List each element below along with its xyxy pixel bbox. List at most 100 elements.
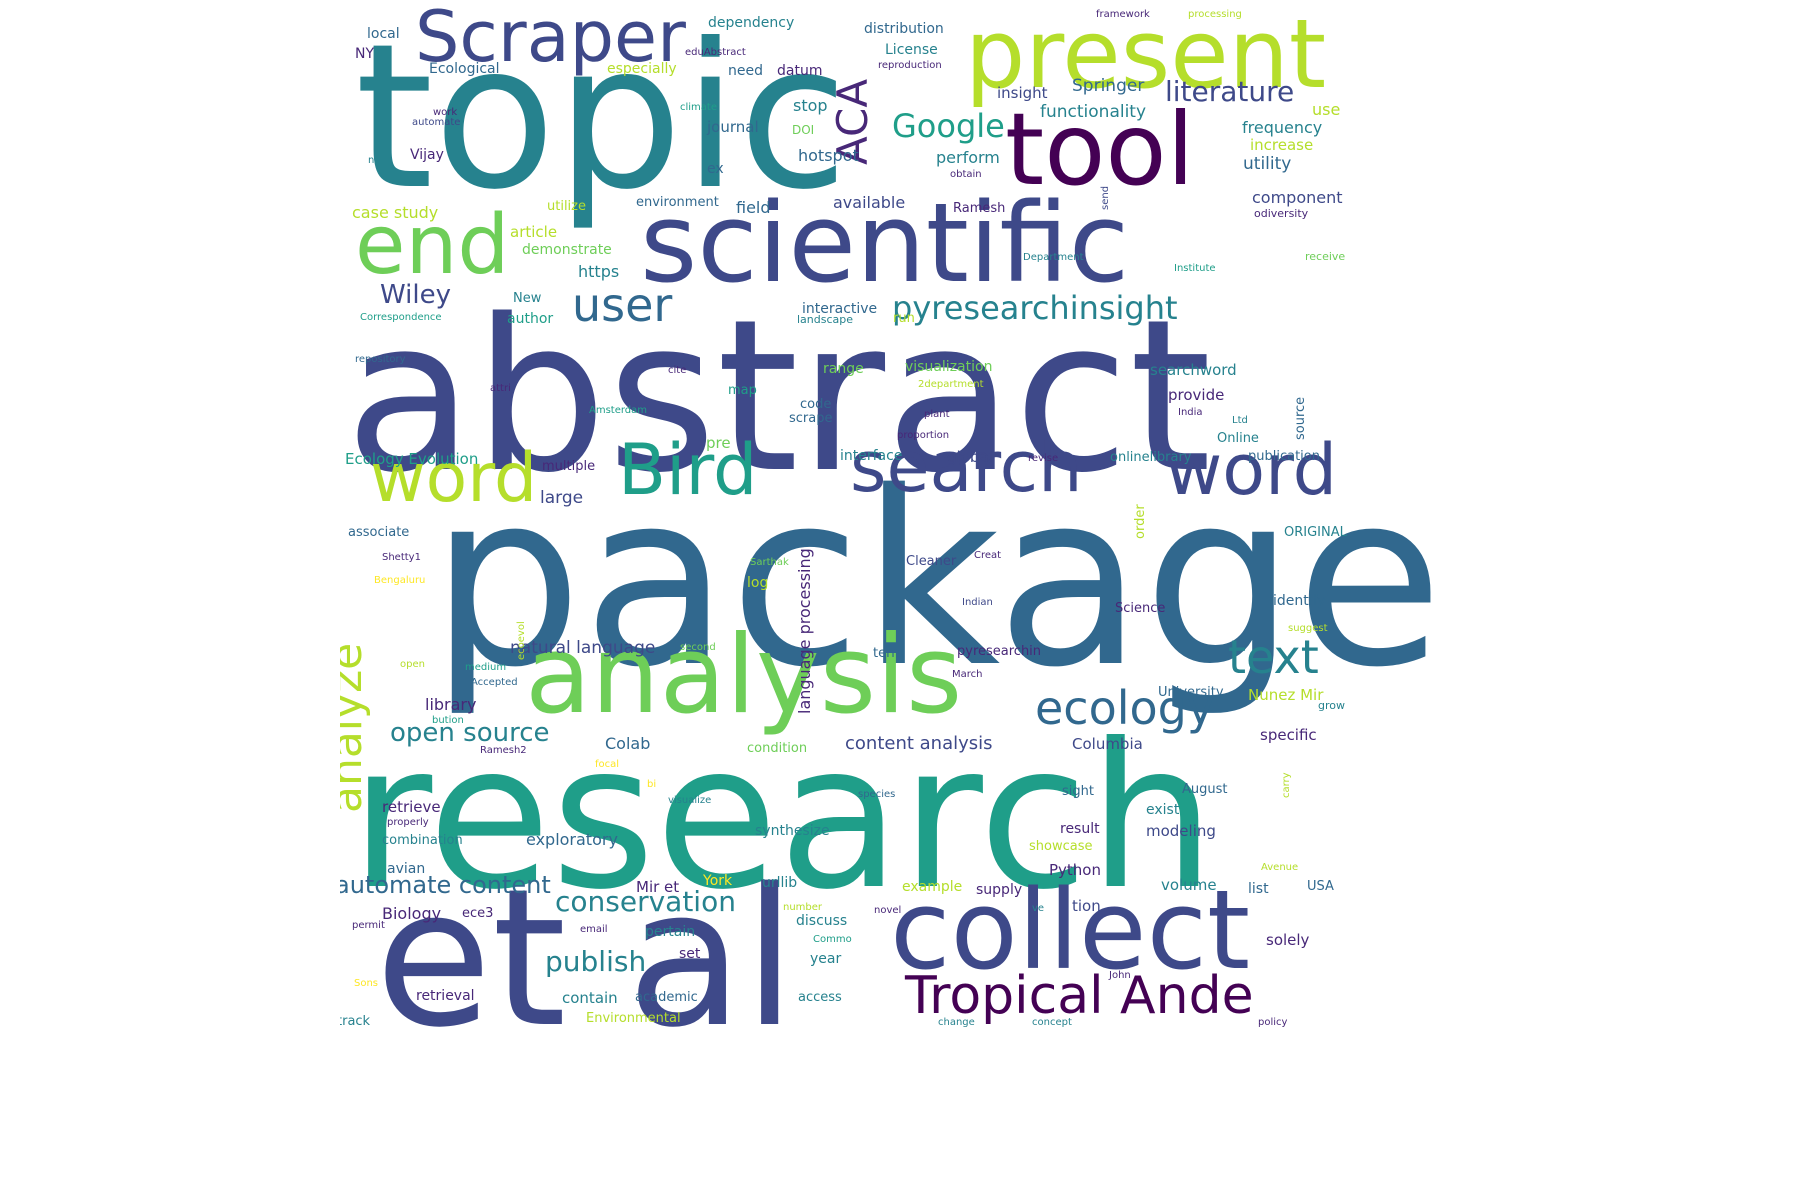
cloud-word: Ltd [1232, 415, 1248, 426]
cloud-word: scientific [640, 179, 1130, 307]
cloud-word: Python [1049, 861, 1101, 879]
cloud-word: New [513, 291, 542, 306]
cloud-word: pyresearchinsight [892, 289, 1178, 327]
cloud-word: multiple [542, 459, 596, 474]
cloud-word: order [1133, 504, 1148, 539]
cloud-word: Ramesh [953, 201, 1006, 216]
cloud-word: identify [1273, 593, 1326, 609]
cloud-word: work [433, 107, 458, 118]
cloud-word: global [947, 448, 993, 466]
cloud-word: library [425, 695, 477, 714]
cloud-word: automate [412, 117, 461, 128]
cloud-word: https [578, 262, 620, 281]
cloud-word: Institute [1174, 263, 1216, 274]
cloud-word: ece3 [462, 906, 494, 921]
cloud-word: abstract [345, 274, 1212, 519]
cloud-word: attri [490, 383, 511, 394]
cloud-word: exploratory [526, 830, 618, 849]
cloud-word: Environmental [586, 1011, 681, 1026]
cloud-word: eduAbstract [685, 47, 746, 58]
cloud-word: Accepted [471, 677, 518, 688]
cloud-word: avian [387, 861, 426, 877]
cloud-word: journal [707, 118, 759, 136]
cloud-word: send [1100, 185, 1111, 210]
cloud-word: interface [840, 448, 903, 464]
cloud-word: present [965, 0, 1327, 110]
cloud-word: insight [997, 84, 1048, 102]
cloud-word: Tropical Ande [905, 966, 1254, 1026]
cloud-word: et al [375, 848, 797, 1069]
cloud-word: bi [647, 779, 657, 790]
cloud-word: collect [890, 866, 1251, 994]
cloud-word: Nunez Mir [1248, 686, 1324, 704]
cloud-word: publication [1248, 449, 1320, 464]
cloud-word: end [355, 198, 510, 293]
cloud-word: available [833, 193, 906, 212]
cloud-word: component [1252, 188, 1343, 207]
cloud-word: onlinelibrary [1110, 450, 1192, 465]
cloud-word: Avenue [1261, 862, 1299, 873]
cloud-word: content analysis [845, 733, 993, 754]
cloud-word: August [1182, 782, 1228, 797]
cloud-word: increase [1250, 136, 1314, 154]
cloud-word: demonstrate [522, 242, 612, 258]
cloud-word: scrape [789, 411, 833, 426]
cloud-word: synthesize [755, 823, 830, 839]
word-cloud: abstract package research topic et al scienti… [340, 0, 1500, 1200]
cloud-word: Commo [813, 934, 852, 945]
cloud-word: visualize [668, 795, 712, 806]
cloud-word: York [703, 873, 733, 889]
cloud-word: Bird [618, 429, 758, 511]
cloud-word: showcase [1029, 839, 1093, 854]
cloud-word: need [728, 63, 763, 79]
cloud-word: associate [348, 525, 410, 540]
cloud-word: language processing [795, 548, 814, 714]
cloud-word: n [368, 155, 375, 166]
cloud-word: package [430, 440, 1444, 720]
cloud-word: Indian [962, 597, 993, 608]
cloud-word: email [580, 924, 608, 935]
cloud-word: NY [355, 46, 375, 62]
cloud-word: environment [636, 195, 719, 210]
cloud-word: novel [874, 905, 902, 916]
cloud-word: plant [924, 409, 950, 420]
cloud-word: Bengaluru [374, 575, 426, 586]
cloud-word: code [800, 397, 832, 412]
cloud-word: publish [545, 945, 647, 978]
cloud-word: second [680, 642, 716, 653]
cloud-word: Department [1023, 252, 1084, 263]
cloud-word: tion [1072, 897, 1101, 915]
cloud-word: datum [777, 63, 823, 79]
cloud-word: user [572, 278, 673, 332]
cloud-word: solely [1266, 931, 1310, 949]
cloud-word: USA [1307, 879, 1334, 894]
cloud-word: especially [607, 61, 677, 77]
cloud-word: combination [382, 833, 463, 848]
cloud-word: word [1165, 429, 1338, 511]
cloud-word: Correspondence [360, 312, 442, 323]
cloud-word: term [873, 646, 904, 661]
cloud-word: Shetty1 [382, 552, 421, 563]
cloud-word: provide [1168, 386, 1225, 404]
cloud-word: modeling [1146, 822, 1216, 840]
cloud-word: receive [1305, 250, 1346, 263]
cloud-word: Vijay [410, 147, 444, 163]
cloud-word: automate content [340, 871, 551, 899]
cloud-word: cite [668, 365, 687, 376]
cloud-word: track [340, 1014, 371, 1029]
cloud-word: Sarthak [750, 557, 789, 568]
cloud-word: Springer [1072, 76, 1145, 96]
cloud-word: frequency [1242, 118, 1323, 137]
cloud-word: Ecological [429, 61, 500, 77]
cloud-word: hotspot [798, 146, 859, 165]
cloud-word: case study [352, 203, 439, 222]
cloud-word: framework [1096, 9, 1150, 20]
cloud-word: policy [1258, 1017, 1288, 1028]
cloud-word: change [938, 1017, 975, 1028]
cloud-word: source [1293, 396, 1308, 440]
cloud-word: exist [1146, 802, 1180, 818]
cloud-word: field [736, 198, 771, 217]
cloud-word: ecoevol [516, 621, 527, 660]
cloud-word: ve [1032, 903, 1045, 914]
cloud-word: 2department [918, 379, 984, 390]
